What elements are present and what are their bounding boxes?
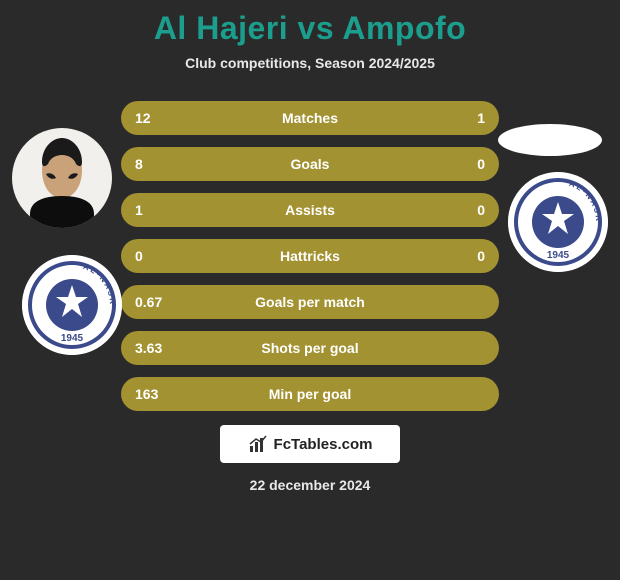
crest-year: 1945 bbox=[61, 333, 84, 344]
stat-left-value: 0 bbox=[135, 248, 195, 264]
club-crest-right: AL-NASR 1945 bbox=[508, 172, 608, 272]
stat-row: 163Min per goal bbox=[121, 377, 499, 411]
stats-list: 12Matches18Goals01Assists00Hattricks00.6… bbox=[121, 101, 499, 411]
player-placeholder-right bbox=[498, 124, 602, 156]
stat-left-value: 163 bbox=[135, 386, 195, 402]
brand-badge[interactable]: FcTables.com bbox=[220, 425, 400, 463]
stat-label: Hattricks bbox=[195, 248, 425, 264]
chart-icon bbox=[248, 434, 268, 454]
stat-row: 0.67Goals per match bbox=[121, 285, 499, 319]
stat-label: Assists bbox=[195, 202, 425, 218]
stat-left-value: 0.67 bbox=[135, 294, 195, 310]
stat-row: 12Matches1 bbox=[121, 101, 499, 135]
stat-label: Shots per goal bbox=[195, 340, 425, 356]
player-avatar-left bbox=[12, 128, 112, 228]
stat-left-value: 1 bbox=[135, 202, 195, 218]
crest-year: 1945 bbox=[547, 250, 570, 261]
stat-right-value: 1 bbox=[425, 110, 485, 126]
stat-left-value: 12 bbox=[135, 110, 195, 126]
stat-right-value: 0 bbox=[425, 202, 485, 218]
page-subtitle: Club competitions, Season 2024/2025 bbox=[0, 55, 620, 71]
date-label: 22 december 2024 bbox=[0, 477, 620, 493]
stat-label: Min per goal bbox=[195, 386, 425, 402]
header: Al Hajeri vs Ampofo Club competitions, S… bbox=[0, 0, 620, 71]
stat-right-value: 0 bbox=[425, 156, 485, 172]
stat-row: 1Assists0 bbox=[121, 193, 499, 227]
stat-row: 8Goals0 bbox=[121, 147, 499, 181]
stat-label: Matches bbox=[195, 110, 425, 126]
stat-left-value: 8 bbox=[135, 156, 195, 172]
stat-label: Goals bbox=[195, 156, 425, 172]
page-title: Al Hajeri vs Ampofo bbox=[0, 10, 620, 47]
stat-label: Goals per match bbox=[195, 294, 425, 310]
stat-row: 3.63Shots per goal bbox=[121, 331, 499, 365]
stat-row: 0Hattricks0 bbox=[121, 239, 499, 273]
stat-right-value: 0 bbox=[425, 248, 485, 264]
brand-text: FcTables.com bbox=[274, 436, 373, 453]
stat-left-value: 3.63 bbox=[135, 340, 195, 356]
club-crest-left: AL-NASR 1945 bbox=[22, 255, 122, 355]
